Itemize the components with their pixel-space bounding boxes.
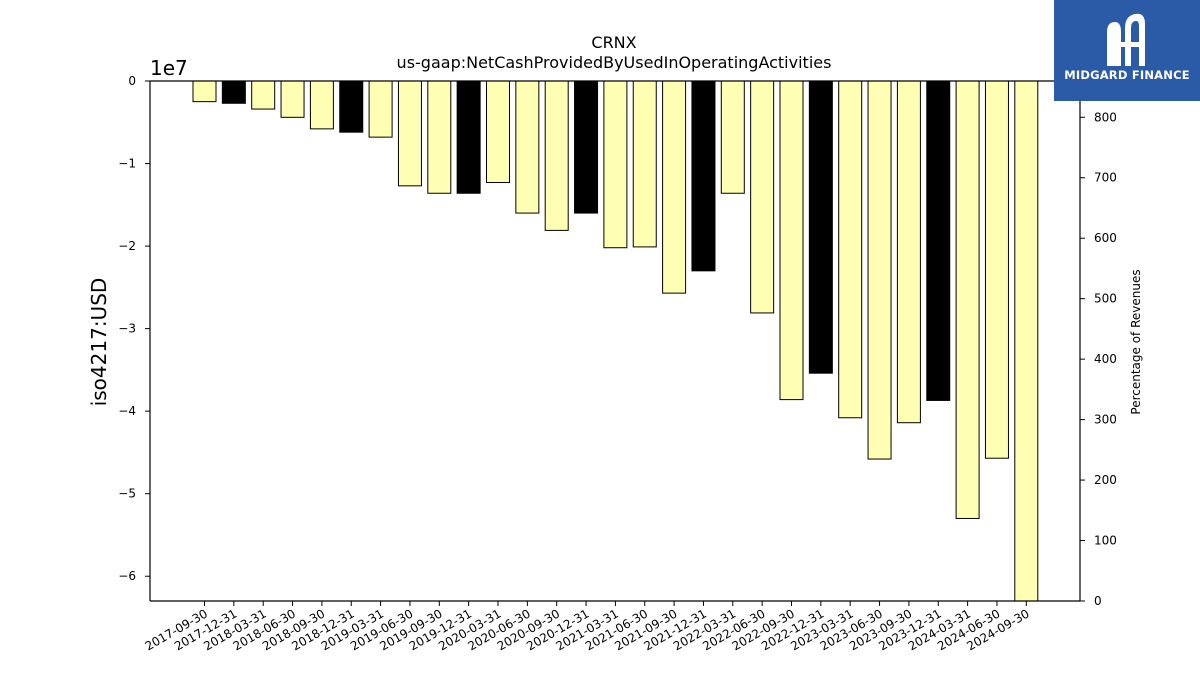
y2-tick-label: 800 — [1094, 110, 1117, 124]
bar-2022-06-30 — [750, 80, 775, 314]
bar-2022-03-31 — [720, 80, 745, 194]
logo-text: MIDGARD FINANCE — [1064, 68, 1190, 82]
y-tick-label: −3 — [118, 322, 136, 336]
bar-2023-03-31 — [838, 80, 863, 419]
y2-tick-label: 300 — [1094, 413, 1117, 427]
bar-2023-12-31 — [926, 80, 951, 401]
bar-2020-12-31 — [574, 80, 599, 214]
bar-2018-09-30 — [309, 80, 334, 130]
brand-logo: MIDGARD FINANCE — [1054, 0, 1200, 101]
y2-axis-label: Percentage of Revenues — [1129, 269, 1143, 414]
logo-mark-icon — [1107, 13, 1145, 66]
bar-2020-06-30 — [515, 80, 540, 214]
bar-2023-09-30 — [896, 80, 921, 424]
y-tick-label: −6 — [118, 569, 136, 583]
bar-2023-06-30 — [867, 80, 892, 460]
y2-tick-label: 600 — [1094, 231, 1117, 245]
bar-2020-09-30 — [544, 80, 569, 231]
y-tick-label: 0 — [128, 74, 136, 88]
bar-2024-03-31 — [955, 80, 980, 519]
bar-2018-03-31 — [251, 80, 276, 110]
bar-2021-03-31 — [603, 80, 628, 249]
y2-tick-label: 500 — [1094, 292, 1117, 306]
bar-2018-12-31 — [339, 80, 364, 133]
bar-2022-12-31 — [808, 80, 833, 374]
y-axis-label: iso4217:USD — [87, 278, 111, 407]
y-tick-label: −4 — [118, 404, 136, 418]
bar-2019-12-31 — [456, 80, 481, 194]
bar-2017-12-31 — [221, 80, 246, 104]
bar-2022-09-30 — [779, 80, 804, 401]
y2-tick-label: 400 — [1094, 352, 1117, 366]
chart-title: CRNX — [591, 33, 636, 52]
bar-2021-12-31 — [691, 80, 716, 272]
bar-2024-09-30 — [1014, 80, 1039, 602]
bar-2019-06-30 — [397, 80, 422, 187]
bar-2018-06-30 — [280, 80, 305, 118]
y2-tick-label: 100 — [1094, 534, 1117, 548]
y2-tick-label: 0 — [1094, 594, 1102, 608]
y-tick-label: −1 — [118, 157, 136, 171]
bar-2021-06-30 — [632, 80, 657, 248]
y2-tick-label: 200 — [1094, 473, 1117, 487]
chart-subtitle: us-gaap:NetCashProvidedByUsedInOperating… — [397, 53, 832, 72]
bar-2024-06-30 — [984, 80, 1009, 459]
y-tick-label: −2 — [118, 239, 136, 253]
y-scale-label: 1e7 — [150, 56, 188, 80]
bar-2019-09-30 — [427, 80, 452, 194]
axes-group: 0−1−2−3−4−5−6010020030040050060070080020… — [118, 74, 1117, 653]
bar-2020-03-31 — [486, 80, 510, 184]
y2-tick-label: 700 — [1094, 171, 1117, 185]
bar-2017-09-30 — [192, 80, 217, 103]
y-tick-label: −5 — [118, 487, 136, 501]
bars-group — [192, 80, 1039, 602]
bar-2019-03-31 — [368, 80, 393, 138]
bar-2021-09-30 — [662, 80, 687, 294]
